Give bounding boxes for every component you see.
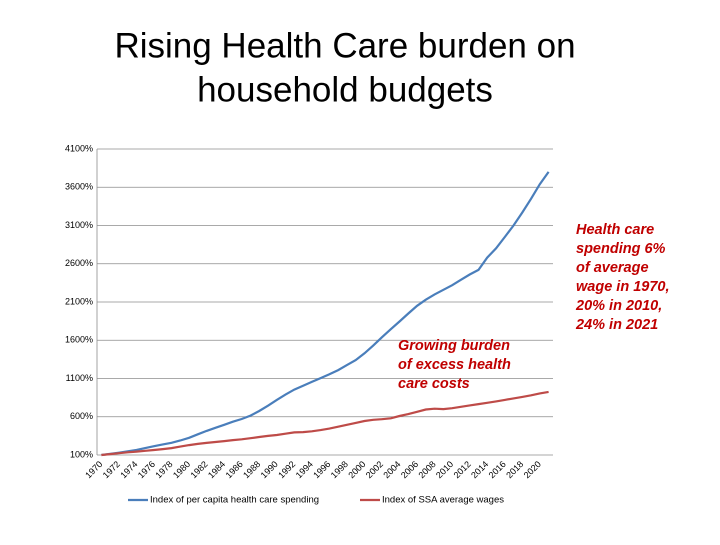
annotation: of excess health: [398, 357, 511, 373]
annotation: spending 6%: [576, 241, 666, 257]
y-tick-label: 4100%: [65, 143, 93, 153]
annotation: 20% in 2010,: [575, 298, 662, 314]
legend-label: Index of SSA average wages: [382, 495, 504, 506]
series-line: [101, 390, 549, 457]
y-tick-label: 2100%: [65, 296, 93, 306]
y-tick-label: 3100%: [65, 220, 93, 230]
series-line: [101, 171, 550, 457]
annotation: of average: [576, 260, 649, 276]
annotation: Growing burden: [398, 338, 510, 354]
y-tick-label: 1600%: [65, 335, 93, 345]
y-tick-label: 600%: [70, 411, 93, 421]
annotation: Health care: [576, 222, 654, 238]
annotation: 24% in 2021: [575, 317, 658, 333]
y-tick-label: 100%: [70, 449, 93, 459]
chart-title: household budgets: [197, 70, 493, 109]
y-tick-label: 2600%: [65, 258, 93, 268]
annotation: care costs: [398, 376, 470, 392]
y-tick-label: 1100%: [66, 373, 93, 383]
legend-label: Index of per capita health care spending: [150, 495, 319, 506]
annotation: wage in 1970,: [576, 279, 670, 295]
chart-title: Rising Health Care burden on: [114, 26, 575, 65]
y-tick-label: 3600%: [65, 182, 93, 192]
